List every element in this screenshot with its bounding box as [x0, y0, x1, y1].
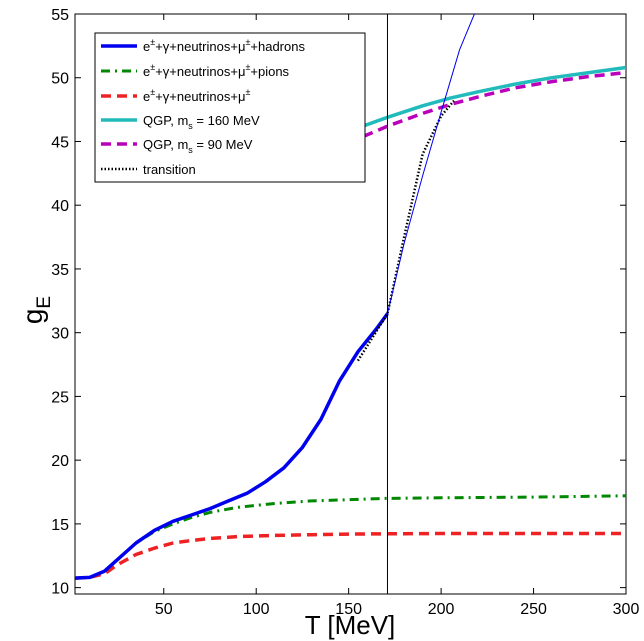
axis-ticks: 50 100 150 200 250 300 10 15 20 25 30 35 40 45 50 55	[51, 7, 639, 618]
y-axis-title-subscript: E	[34, 296, 55, 309]
legend-box	[94, 32, 366, 183]
series-line-6	[387, 14, 475, 314]
series-line-3	[348, 65, 626, 133]
y-tick-label: 10	[51, 581, 69, 598]
legend-label: QGP, ms = 160 MeV	[143, 113, 260, 131]
y-tick-label: 20	[51, 453, 69, 470]
y-tick-label: 50	[51, 71, 69, 88]
legend: e±+γ+neutrinos+μ±+hadrons e±+γ+neutrinos+…	[94, 32, 366, 183]
x-axis-title: T [MeV]	[305, 610, 396, 640]
y-axis-title-main: g	[17, 309, 48, 325]
x-tick-label: 200	[428, 601, 455, 618]
series-line-0	[75, 312, 389, 580]
legend-label: e±+γ+neutrinos+μ±+hadrons	[143, 37, 305, 54]
x-tick-label: 150	[335, 601, 362, 618]
x-tick-label: 250	[520, 601, 547, 618]
series-line-4	[348, 70, 626, 145]
y-tick-label: 30	[51, 326, 69, 343]
x-tick-label: 300	[613, 601, 640, 618]
series-line-5	[356, 99, 455, 362]
x-tick-label: 100	[243, 601, 270, 618]
y-tick-label: 25	[51, 389, 69, 406]
svg-text:gE: gE	[17, 296, 55, 324]
y-tick-label: 55	[51, 7, 69, 24]
x-tick-label: 50	[155, 601, 173, 618]
legend-label: e±+γ+neutrinos+μ±	[143, 87, 250, 104]
legend-label: transition	[143, 162, 196, 177]
legend-label: e±+γ+neutrinos+μ±+pions	[143, 62, 290, 79]
series-layer	[75, 14, 626, 580]
y-tick-label: 45	[51, 134, 69, 151]
series-line-2	[75, 531, 626, 580]
y-axis-title: gE	[17, 296, 55, 324]
y-tick-label: 15	[51, 517, 69, 534]
y-tick-label: 40	[51, 198, 69, 215]
y-tick-label: 35	[51, 262, 69, 279]
legend-label: QGP, ms = 90 MeV	[143, 137, 253, 155]
